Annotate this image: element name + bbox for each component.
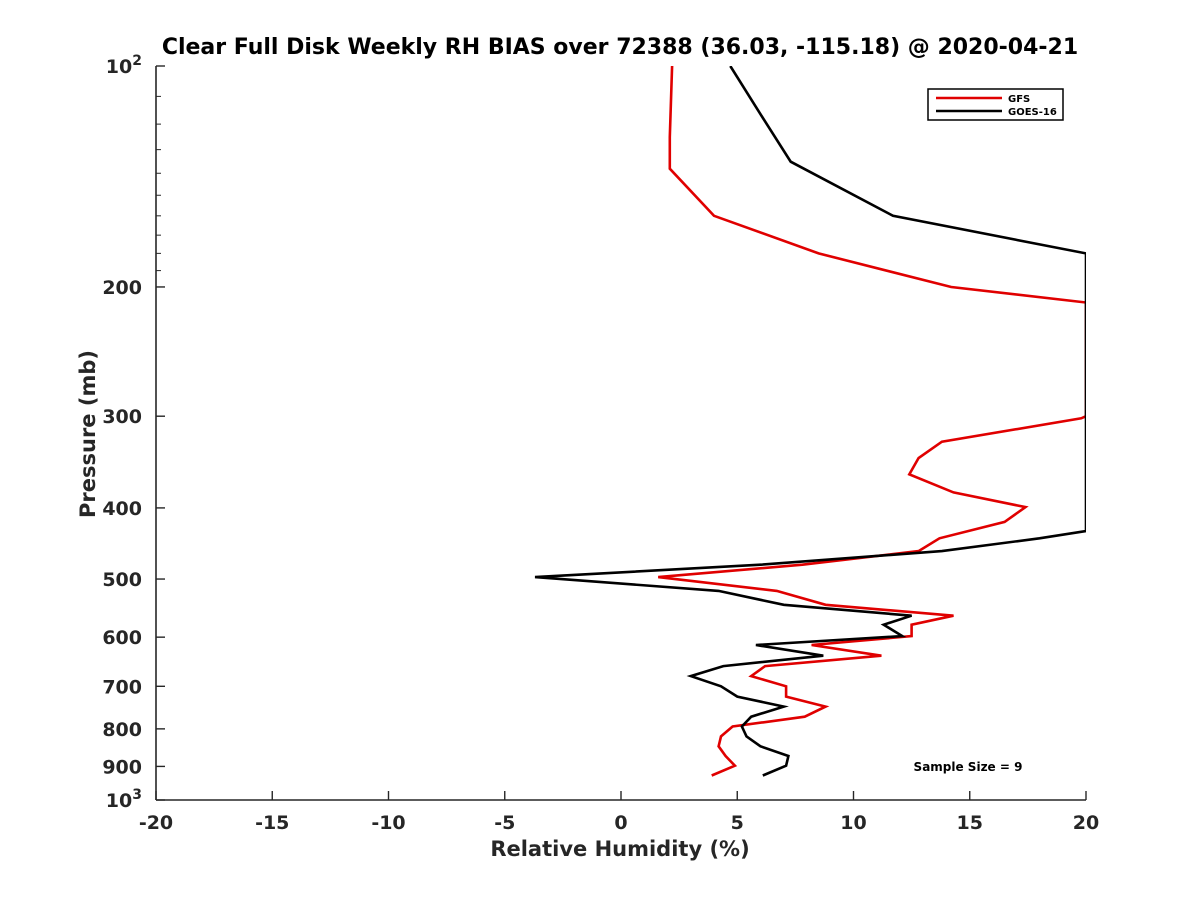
x-tick-label: 0: [614, 812, 627, 834]
y-tick-label: 103: [106, 787, 142, 812]
legend-box: [927, 88, 1064, 121]
legend: GFS GOES-16: [927, 88, 1064, 121]
x-tick-label: 10: [840, 812, 866, 834]
x-tick-label: -20: [139, 812, 173, 834]
legend-label-goes-16: GOES-16: [1008, 107, 1057, 118]
plot-lines: [534, 66, 1086, 777]
y-tick-label: 400: [102, 498, 142, 520]
y-tick-label: 700: [102, 676, 142, 698]
y-tick-label: 600: [102, 627, 142, 649]
y-tick-label: 900: [102, 756, 142, 778]
y-tick-label: 800: [102, 719, 142, 741]
series-line-goes-16: [534, 66, 1086, 777]
chart-title: Clear Full Disk Weekly RH BIAS over 7238…: [162, 35, 1078, 60]
x-tick-label: 15: [957, 812, 983, 834]
y-axis-label: Pressure (mb): [76, 350, 100, 518]
x-axis-label: Relative Humidity (%): [490, 837, 749, 861]
y-tick-label: 200: [102, 277, 142, 299]
axes: -20 -15 -10 -5 0 5 10 15 20 102 200 300 400 500 600 700…: [102, 53, 1099, 834]
sample-size-annotation: Sample Size = 9: [914, 760, 1023, 774]
x-tick-label: -10: [371, 812, 405, 834]
y-tick-label: 300: [102, 406, 142, 428]
x-tick-label: -15: [255, 812, 289, 834]
x-tick-label: 20: [1073, 812, 1099, 834]
y-tick-label: 102: [106, 53, 142, 78]
x-tick-label: -5: [494, 812, 515, 834]
y-tick-label: 500: [102, 569, 142, 591]
series-line-gfs: [658, 66, 1086, 777]
legend-label-gfs: GFS: [1008, 94, 1030, 105]
x-tick-label: 5: [731, 812, 744, 834]
